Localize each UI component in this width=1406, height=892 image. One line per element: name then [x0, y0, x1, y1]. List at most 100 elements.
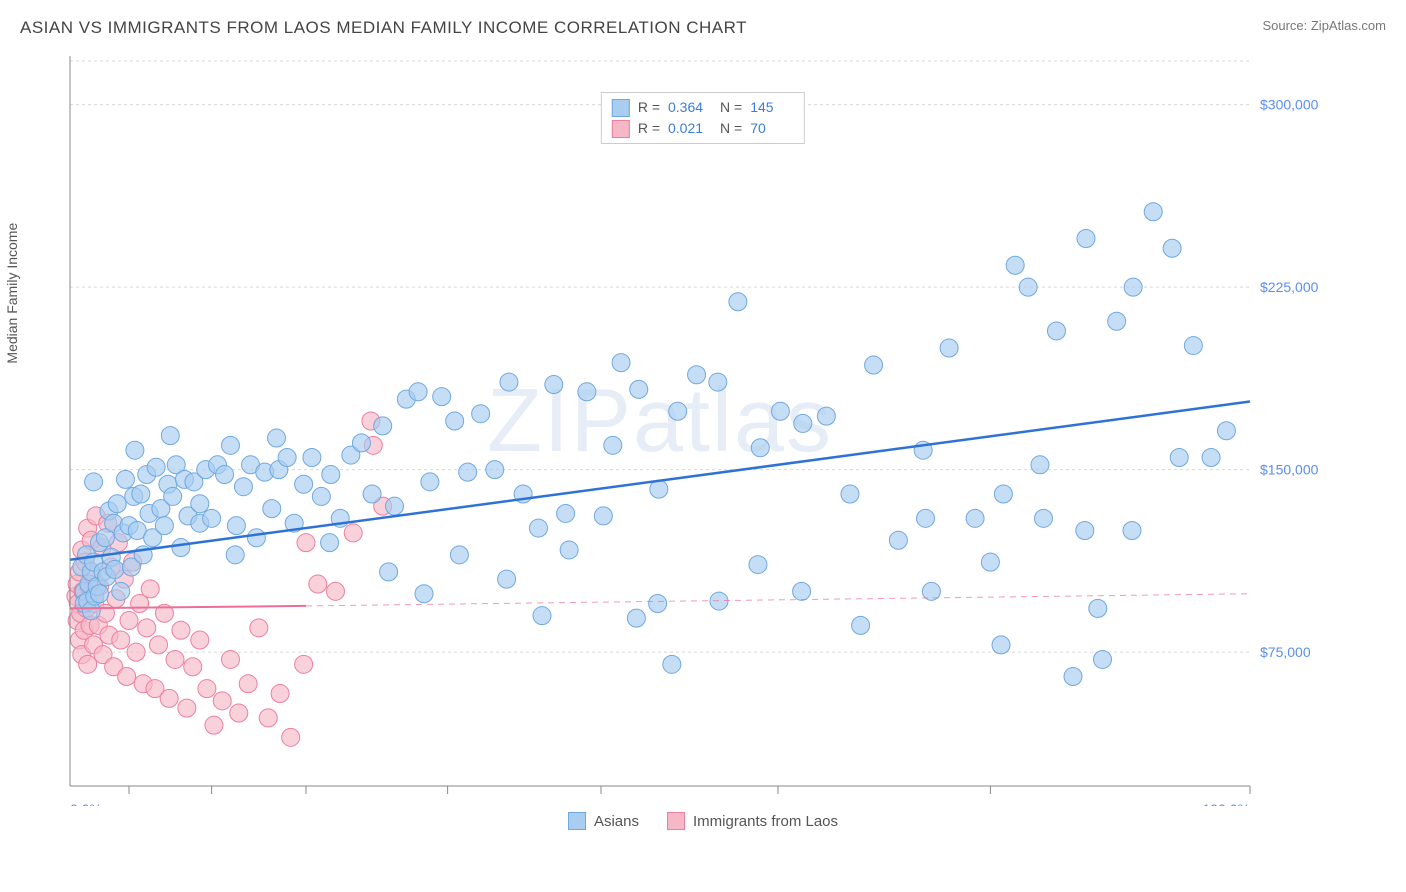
data-point-blue [992, 636, 1010, 654]
y-tick-label: $150,000 [1260, 462, 1319, 478]
data-point-blue [852, 616, 870, 634]
chart-area: Median Family Income $75,000$150,000$225… [20, 46, 1386, 806]
data-point-blue [1064, 668, 1082, 686]
data-point-blue [751, 439, 769, 457]
data-point-blue [594, 507, 612, 525]
swatch-blue-icon [612, 99, 630, 117]
data-point-blue [446, 412, 464, 430]
data-point-blue [545, 376, 563, 394]
data-point-blue [263, 500, 281, 518]
data-point-pink [344, 524, 362, 542]
data-point-pink [198, 680, 216, 698]
x-tick-label: 100.0% [1203, 801, 1250, 806]
data-point-blue [498, 570, 516, 588]
data-point-blue [126, 441, 144, 459]
data-point-blue [533, 607, 551, 625]
r-value-blue: 0.364 [668, 97, 712, 118]
data-point-pink [127, 643, 145, 661]
data-point-blue [409, 383, 427, 401]
data-point-blue [940, 339, 958, 357]
data-point-blue [268, 429, 286, 447]
data-point-blue [116, 470, 134, 488]
data-point-blue [1047, 322, 1065, 340]
data-point-pink [327, 582, 345, 600]
data-point-pink [259, 709, 277, 727]
data-point-blue [710, 592, 728, 610]
data-point-pink [213, 692, 231, 710]
legend-label-blue: Asians [594, 813, 639, 830]
data-point-pink [160, 689, 178, 707]
data-point-pink [309, 575, 327, 593]
data-point-blue [793, 582, 811, 600]
data-point-blue [917, 509, 935, 527]
data-point-blue [669, 402, 687, 420]
stats-legend-box: R = 0.364 N = 145 R = 0.021 N = 70 [601, 92, 805, 144]
data-point-blue [1217, 422, 1235, 440]
data-point-blue [841, 485, 859, 503]
data-point-pink [205, 716, 223, 734]
data-point-blue [612, 354, 630, 372]
data-point-pink [166, 650, 184, 668]
data-point-blue [363, 485, 381, 503]
source-label: Source: ZipAtlas.com [1262, 18, 1386, 33]
stats-row-pink: R = 0.021 N = 70 [612, 118, 794, 139]
data-point-blue [1124, 278, 1142, 296]
data-point-blue [155, 517, 173, 535]
data-point-blue [132, 485, 150, 503]
data-point-pink [118, 668, 136, 686]
data-point-blue [994, 485, 1012, 503]
data-point-blue [817, 407, 835, 425]
swatch-pink-icon [612, 120, 630, 138]
data-point-blue [226, 546, 244, 564]
data-point-pink [282, 728, 300, 746]
data-point-blue [172, 539, 190, 557]
data-point-blue [578, 383, 596, 401]
data-point-blue [321, 534, 339, 552]
data-point-blue [164, 487, 182, 505]
data-point-pink [120, 612, 138, 630]
data-point-blue [1170, 449, 1188, 467]
data-point-blue [227, 517, 245, 535]
swatch-blue-icon [568, 812, 586, 830]
data-point-pink [150, 636, 168, 654]
data-point-blue [278, 449, 296, 467]
data-point-pink [172, 621, 190, 639]
data-point-blue [433, 388, 451, 406]
data-point-blue [966, 509, 984, 527]
source-prefix: Source: [1262, 18, 1310, 33]
data-point-blue [771, 402, 789, 420]
data-point-blue [303, 449, 321, 467]
data-point-blue [1031, 456, 1049, 474]
legend-item-blue: Asians [568, 812, 639, 830]
data-point-blue [247, 529, 265, 547]
data-point-blue [981, 553, 999, 571]
data-point-blue [1184, 337, 1202, 355]
data-point-blue [112, 582, 130, 600]
trend-line-pink-dashed [306, 594, 1250, 606]
data-point-blue [322, 466, 340, 484]
data-point-blue [529, 519, 547, 537]
data-point-blue [709, 373, 727, 391]
data-point-blue [794, 414, 812, 432]
watermark: ZIPatlas [487, 371, 833, 471]
data-point-blue [312, 487, 330, 505]
n-value-pink: 70 [750, 118, 794, 139]
data-point-blue [450, 546, 468, 564]
data-point-blue [1006, 256, 1024, 274]
y-tick-label: $300,000 [1260, 97, 1319, 113]
data-point-blue [1094, 650, 1112, 668]
data-point-blue [203, 509, 221, 527]
data-point-pink [297, 534, 315, 552]
data-point-blue [415, 585, 433, 603]
data-point-blue [663, 655, 681, 673]
data-point-blue [557, 504, 575, 522]
data-point-blue [1163, 239, 1181, 257]
data-point-blue [627, 609, 645, 627]
data-point-blue [295, 475, 313, 493]
y-axis-label: Median Family Income [4, 223, 20, 364]
y-tick-label: $75,000 [1260, 644, 1311, 660]
data-point-blue [421, 473, 439, 491]
data-point-blue [147, 458, 165, 476]
x-tick-label: 0.0% [70, 801, 102, 806]
data-point-blue [459, 463, 477, 481]
